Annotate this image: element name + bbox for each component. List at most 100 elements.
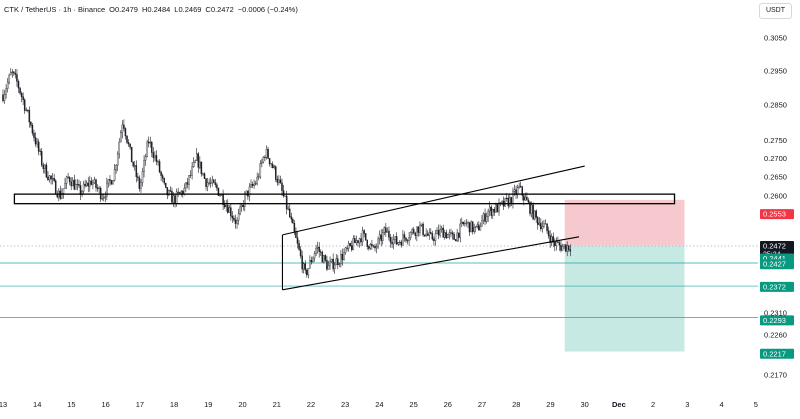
candle-body — [258, 176, 260, 178]
candle-body — [85, 182, 88, 186]
candle-body — [151, 142, 153, 153]
candle-body — [563, 244, 565, 247]
candle-body — [366, 239, 369, 247]
candle-body — [14, 72, 17, 75]
candle-body — [540, 222, 542, 230]
candle-body — [96, 187, 99, 189]
currency-button[interactable]: USDT — [758, 3, 792, 19]
candle-body — [188, 175, 190, 185]
candle-body — [93, 179, 96, 184]
candle-body — [144, 156, 147, 161]
candle-body — [338, 263, 341, 265]
candle-body — [451, 232, 454, 235]
candle-body — [343, 252, 345, 261]
candle-body — [101, 198, 103, 200]
candle-body — [504, 197, 506, 207]
x-tick-label: 4 — [719, 400, 723, 409]
y-tick-label: 0.2650 — [764, 173, 787, 182]
candle-body — [194, 160, 196, 163]
candle-body — [17, 81, 20, 89]
candle-body — [309, 260, 311, 269]
channel-upper-line — [282, 165, 585, 236]
candle-body — [526, 196, 528, 201]
candle-body — [399, 241, 401, 243]
candle-body — [217, 187, 220, 196]
candle-body — [302, 263, 305, 270]
candle-body — [299, 249, 302, 257]
candle-body — [547, 230, 550, 236]
candle-body — [254, 183, 257, 185]
candle-body — [231, 215, 234, 219]
candle-body — [512, 191, 514, 204]
candle-body — [535, 210, 537, 218]
symbol-info-bar: CTK / TetherUS · 1h · Binance O0.2479 H0… — [4, 5, 298, 14]
candle-body — [461, 221, 463, 225]
candle-body — [344, 247, 347, 253]
candle-body — [351, 245, 353, 250]
candle-body — [533, 210, 536, 220]
candle-body — [30, 121, 32, 126]
y-tick-label: 0.2750 — [764, 136, 787, 145]
candle-body — [476, 224, 479, 227]
candle-body — [47, 176, 49, 180]
candle-body — [315, 247, 317, 254]
candle-body — [320, 251, 322, 253]
candle-body — [426, 233, 429, 236]
candle-body — [445, 232, 448, 239]
candle-body — [369, 244, 372, 249]
candle-body — [154, 155, 156, 158]
candle-body — [19, 87, 21, 94]
candle-body — [45, 164, 48, 178]
candle-body — [468, 222, 471, 233]
candle-body — [146, 141, 148, 158]
candle-body — [473, 227, 475, 232]
x-tick-label: 19 — [204, 400, 212, 409]
y-tick-label: 0.2310 — [764, 309, 787, 318]
candle-body — [482, 213, 485, 221]
candle-body — [5, 88, 7, 95]
candle-body — [75, 184, 77, 190]
candle-body — [16, 74, 18, 82]
candle-body — [36, 141, 38, 145]
candle-body — [92, 182, 94, 185]
x-tick-label: 17 — [136, 400, 144, 409]
candle-body — [493, 209, 496, 213]
candle-body — [566, 245, 568, 252]
candle-body — [538, 222, 541, 225]
candle-body — [180, 191, 182, 194]
symbol-label[interactable]: CTK / TetherUS · 1h · Binance — [4, 5, 106, 14]
x-tick-label: 21 — [273, 400, 281, 409]
candle-body — [519, 185, 522, 187]
candle-body — [110, 180, 113, 185]
candle-body — [138, 177, 141, 189]
candle-body — [195, 153, 198, 161]
price-badge-label: 0.2441 — [763, 254, 786, 263]
candle-body — [267, 148, 269, 159]
candle-body — [48, 175, 51, 180]
candle-body — [276, 179, 279, 183]
candle-body — [147, 141, 150, 144]
candle-body — [364, 233, 367, 241]
candle-body — [506, 197, 508, 199]
candle-body — [27, 109, 29, 111]
candle-body — [13, 71, 15, 74]
candle-body — [330, 258, 333, 262]
candle-body — [62, 188, 65, 194]
candle-body — [87, 182, 89, 187]
candle-body — [202, 173, 204, 175]
candle-body — [50, 175, 52, 180]
candle-body — [428, 232, 431, 236]
x-tick-label: 25 — [409, 400, 417, 409]
candle-body — [157, 161, 159, 163]
candle-body — [64, 183, 66, 189]
candle-body — [90, 180, 93, 185]
candle-body — [22, 96, 24, 101]
candle-body — [191, 166, 193, 176]
x-tick-label: 29 — [546, 400, 554, 409]
candle-body — [166, 187, 169, 196]
candle-body — [171, 191, 173, 203]
y-tick-label: 0.3050 — [764, 34, 787, 43]
candle-body — [423, 234, 426, 237]
